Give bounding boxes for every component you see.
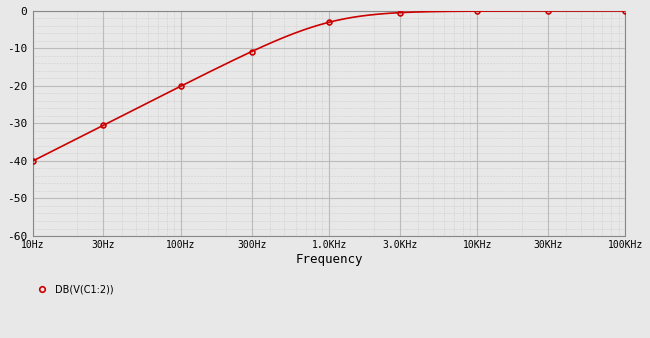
Legend: DB(V(C1:2)): DB(V(C1:2)) [38,284,114,294]
X-axis label: Frequency: Frequency [295,253,363,266]
